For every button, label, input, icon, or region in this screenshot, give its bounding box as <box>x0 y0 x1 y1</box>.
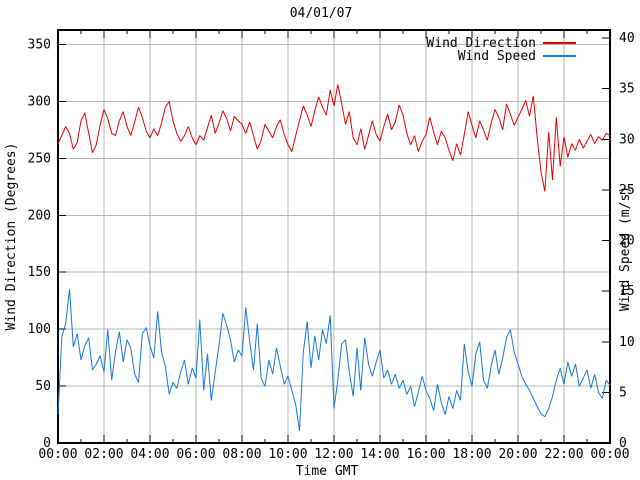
x-tick-label: 10:00 <box>268 447 307 462</box>
x-tick-label: 08:00 <box>222 447 261 462</box>
y-axis-right-label: Wind Speed (m/s) <box>618 186 633 311</box>
y1-tick-label: 200 <box>28 208 51 223</box>
y-axis-left-label: Wind Direction (Degrees) <box>4 143 19 331</box>
y2-tick-label: 5 <box>619 385 627 400</box>
y2-tick-label: 40 <box>619 31 635 46</box>
x-tick-label: 22:00 <box>544 447 583 462</box>
axis-ticks <box>57 30 611 444</box>
axis-tick-labels: 00:00 02:00 04:00 06:00 08:00 10:00 12:00 14:00… <box>28 31 635 462</box>
wind-direction-line <box>57 84 611 192</box>
x-tick-label: 20:00 <box>498 447 537 462</box>
y1-tick-label: 100 <box>28 322 51 337</box>
y2-tick-label: 25 <box>619 183 635 198</box>
x-tick-label: 06:00 <box>176 447 215 462</box>
x-tick-label: 00:00 <box>590 447 629 462</box>
legend-entry: Wind Speed <box>458 49 576 64</box>
y2-tick-label: 10 <box>619 335 635 350</box>
x-tick-label: 04:00 <box>130 447 169 462</box>
y2-tick-label: 20 <box>619 234 635 249</box>
x-tick-label: 02:00 <box>84 447 123 462</box>
y1-tick-label: 150 <box>28 265 51 280</box>
y2-tick-label: 30 <box>619 132 635 147</box>
x-tick-label: 12:00 <box>314 447 353 462</box>
legend-label: Wind Direction <box>426 36 536 51</box>
chart-title: 04/01/07 <box>290 6 353 21</box>
x-tick-label: 00:00 <box>38 447 77 462</box>
x-tick-label: 16:00 <box>406 447 445 462</box>
y2-tick-label: 35 <box>619 82 635 97</box>
x-tick-label: 18:00 <box>452 447 491 462</box>
x-tick-label: 14:00 <box>360 447 399 462</box>
y1-tick-label: 350 <box>28 38 51 53</box>
y2-tick-label: 15 <box>619 284 635 299</box>
legend-entry: Wind Direction <box>426 36 576 51</box>
legend-label: Wind Speed <box>458 49 536 64</box>
y1-tick-label: 50 <box>35 379 51 394</box>
y1-tick-label: 250 <box>28 151 51 166</box>
wind-speed-line <box>57 289 611 431</box>
y2-tick-label: 0 <box>619 436 627 451</box>
y1-tick-label: 300 <box>28 94 51 109</box>
y1-tick-label: 0 <box>43 436 51 451</box>
gridlines <box>58 30 610 443</box>
x-axis-label: Time GMT <box>296 464 359 479</box>
